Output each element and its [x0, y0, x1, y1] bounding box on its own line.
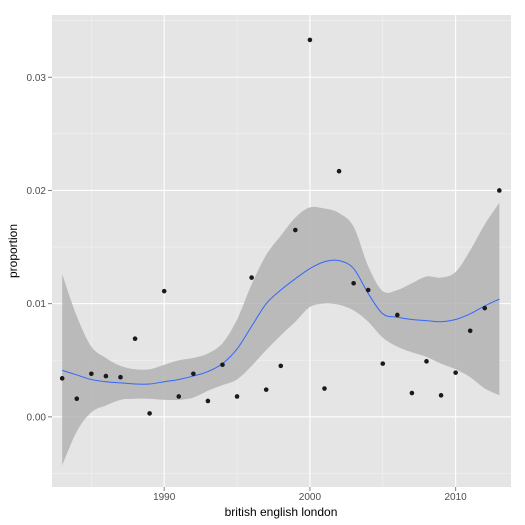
data-point [74, 396, 80, 402]
y-tick-label: 0.01 [27, 299, 47, 310]
data-point [424, 359, 429, 364]
data-point [467, 328, 473, 334]
smooth-trend-line [62, 259, 500, 385]
data-point [336, 168, 342, 174]
x-tick-label: 2000 [299, 492, 322, 503]
x-axis-title: british english london [225, 505, 338, 519]
data-point [263, 387, 269, 392]
data-point [278, 363, 284, 369]
y-tick-label: 0.02 [27, 186, 47, 197]
x-axis-ticks: 1990 2000 2010 [153, 487, 467, 503]
data-point [118, 374, 123, 380]
data-points [59, 37, 502, 416]
confidence-ribbon [62, 202, 500, 466]
data-point [132, 336, 138, 342]
data-point [176, 394, 182, 399]
y-tick-label: 0.00 [27, 412, 47, 423]
x-tick-label: 1990 [153, 492, 176, 503]
data-point [409, 390, 415, 396]
data-point [453, 370, 458, 375]
data-point [293, 227, 298, 233]
data-point [191, 371, 196, 377]
data-point [59, 376, 65, 381]
data-point [365, 287, 371, 293]
data-point [249, 275, 254, 280]
data-point [395, 312, 400, 318]
data-point [205, 398, 211, 404]
data-point [438, 393, 444, 398]
x-tick-label: 2010 [445, 492, 468, 503]
data-point [351, 280, 356, 286]
data-point [220, 362, 225, 368]
data-point [380, 361, 386, 366]
data-point [234, 394, 240, 399]
data-point [161, 288, 167, 294]
data-point [322, 386, 327, 391]
data-point [482, 305, 488, 311]
data-point [497, 188, 502, 193]
y-axis-ticks: 0.00 0.01 0.02 0.03 [27, 73, 52, 423]
y-axis-title: proportion [6, 224, 20, 278]
data-point [89, 371, 94, 377]
data-point [147, 411, 152, 416]
data-point [307, 37, 313, 43]
data-point [103, 373, 109, 379]
y-tick-label: 0.03 [27, 73, 47, 84]
